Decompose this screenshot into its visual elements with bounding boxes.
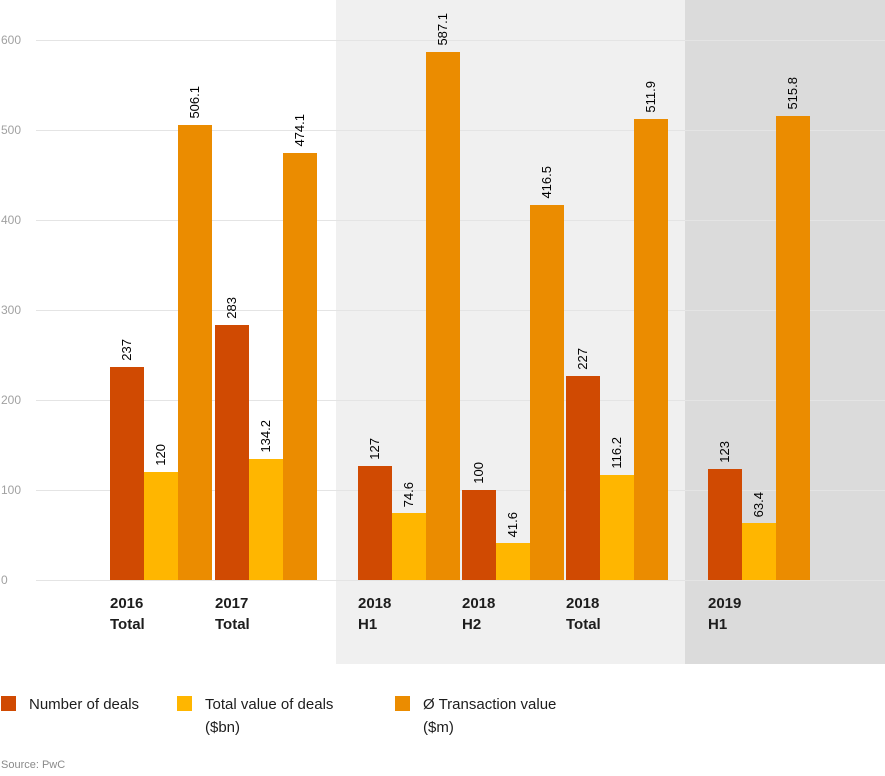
y-axis-tick-label: 200 (1, 393, 22, 407)
gridline-200 (36, 400, 885, 401)
legend-item: Total value of deals ($bn) (177, 693, 333, 739)
legend-swatch (1, 696, 16, 711)
y-axis-tick-label: 300 (1, 303, 22, 317)
legend-item: Ø Transaction value ($m) (395, 693, 556, 739)
bar-total-value-of-deals-bn (249, 459, 283, 580)
legend-label: Number of deals (29, 693, 139, 716)
legend-swatch (177, 696, 192, 711)
category-label-2016-Total: 2016 Total (110, 593, 145, 635)
y-axis-tick-label: 0 (1, 573, 8, 587)
legend-label-line: ($bn) (205, 719, 241, 736)
bar-number-of-deals (358, 466, 392, 580)
bar-transaction-value-m (776, 116, 810, 580)
bar-number-of-deals (215, 325, 249, 580)
bar-total-value-of-deals-bn (600, 475, 634, 580)
gridline-0 (36, 580, 885, 581)
category-label-year: 2019 (708, 595, 742, 612)
bar-transaction-value-m (426, 52, 460, 580)
bar-total-value-of-deals-bn (496, 543, 530, 580)
legend-label-line: Total value of deals (205, 696, 334, 713)
y-axis-tick-label: 400 (1, 213, 22, 227)
category-label-2019-H1: 2019 H1 (708, 593, 741, 635)
y-axis-tick-label: 100 (1, 483, 22, 497)
gridline-600 (36, 40, 885, 41)
source-note: Source: PwC (1, 759, 66, 771)
legend-label-line: Ø Transaction value (423, 696, 557, 713)
legend-swatch (395, 696, 410, 711)
category-label-2017-Total: 2017 Total (215, 593, 250, 635)
category-label-year: 2018 (462, 595, 496, 612)
legend-label: Ø Transaction value ($m) (423, 693, 556, 739)
category-label-year: 2017 (215, 595, 249, 612)
gridline-400 (36, 220, 885, 221)
bar-total-value-of-deals-bn (144, 472, 178, 580)
category-label-period: Total (215, 616, 250, 633)
category-label-year: 2018 (358, 595, 392, 612)
legend-item: Number of deals (1, 693, 139, 716)
bar-number-of-deals (462, 490, 496, 580)
category-label-period: Total (566, 616, 601, 633)
bar-transaction-value-m (283, 153, 317, 580)
y-axis-tick-label: 500 (1, 123, 22, 137)
bar-number-of-deals (708, 469, 742, 580)
legend-label: Total value of deals ($bn) (205, 693, 333, 739)
bar-total-value-of-deals-bn (392, 513, 426, 580)
legend-label-line: ($m) (423, 719, 454, 736)
category-label-period: Total (110, 616, 145, 633)
category-label-period: H1 (358, 616, 378, 633)
category-label-2018-H2: 2018 H2 (462, 593, 495, 635)
bar-transaction-value-m (634, 119, 668, 580)
y-axis-tick-label: 600 (1, 33, 22, 47)
legend-label-line: Number of deals (29, 696, 140, 713)
bar-number-of-deals (110, 367, 144, 580)
gridline-300 (36, 310, 885, 311)
category-label-period: H2 (462, 616, 482, 633)
bar-transaction-value-m (530, 205, 564, 580)
bar-total-value-of-deals-bn (742, 523, 776, 580)
category-label-2018-H1: 2018 H1 (358, 593, 391, 635)
gridline-100 (36, 490, 885, 491)
category-label-year: 2016 (110, 595, 144, 612)
category-label-year: 2018 (566, 595, 600, 612)
bar-transaction-value-m (178, 125, 212, 580)
bar-number-of-deals (566, 376, 600, 580)
gridline-500 (36, 130, 885, 131)
category-label-2018-Total: 2018 Total (566, 593, 601, 635)
category-label-period: H1 (708, 616, 728, 633)
